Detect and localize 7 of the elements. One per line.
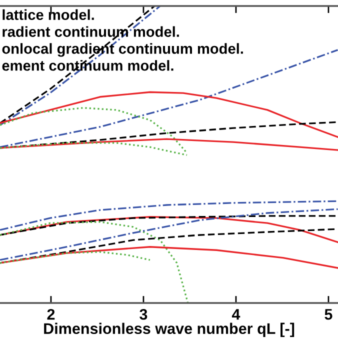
- x-tick-label: 3: [140, 308, 148, 320]
- annotation: lattice model.: [2, 9, 94, 20]
- x-tick-label: 5: [324, 309, 332, 320]
- x-axis-title: Dimensionless wave number qL [-]: [44, 322, 294, 338]
- x-tick-label: 4: [232, 309, 240, 320]
- x-tick-label: 2: [47, 308, 55, 320]
- annotation: ement continuum model.: [2, 60, 174, 71]
